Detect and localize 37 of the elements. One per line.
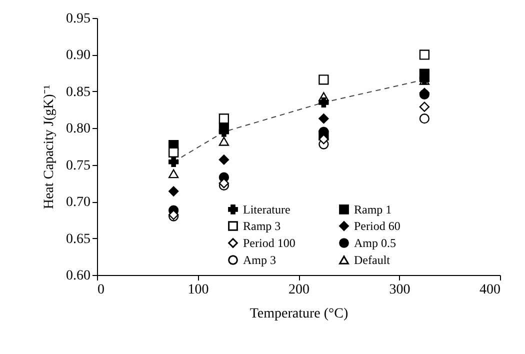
legend-label: Period 60 (354, 219, 400, 233)
legend-label: Ramp 1 (354, 202, 392, 216)
x-axis-title: Temperature (°C) (250, 306, 348, 322)
y-tick-label: 0.60 (66, 268, 90, 284)
y-tick-label: 0.90 (66, 48, 90, 64)
legend-label: Amp 0.5 (354, 236, 396, 250)
point (419, 102, 430, 112)
point (218, 154, 230, 165)
point (318, 134, 329, 144)
point (419, 114, 430, 124)
legend-label: Literature (243, 202, 290, 216)
legend-label: Ramp 3 (243, 219, 281, 233)
y-tick-label: 0.75 (66, 158, 90, 174)
point (318, 74, 329, 85)
y-tick-label: 0.95 (66, 12, 90, 26)
y-tick-label: 0.70 (66, 195, 90, 210)
point (168, 186, 179, 196)
point (419, 50, 430, 60)
x-tick-label: 300 (389, 282, 410, 298)
y-tick-label: 0.85 (66, 84, 90, 100)
y-tick-label: 0.80 (66, 122, 90, 137)
x-tick-label: 400 (480, 282, 500, 298)
legend-label: Period 100 (243, 236, 296, 250)
point (218, 114, 230, 124)
point (168, 169, 179, 178)
legend-label: Default (354, 253, 391, 267)
x-tick-label: 0 (98, 282, 104, 298)
y-tick-label: 0.65 (66, 232, 90, 247)
y-axis-title: Heat Capacity J(gK)⁻¹ (42, 84, 57, 210)
legend-label: Amp 3 (243, 253, 276, 267)
point (168, 147, 179, 158)
x-tick-label: 200 (288, 282, 310, 298)
point (168, 156, 179, 167)
point (318, 114, 329, 124)
point (318, 97, 329, 108)
x-tick-label: 100 (188, 282, 209, 298)
point (218, 136, 230, 146)
